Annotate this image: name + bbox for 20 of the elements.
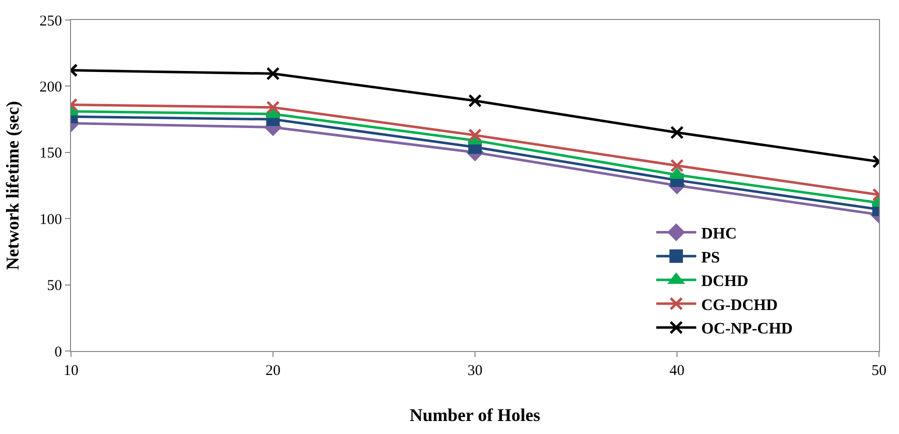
x-tick-label: 20 bbox=[266, 363, 280, 379]
y-tick-label: 250 bbox=[40, 13, 62, 30]
x-tick-label: 10 bbox=[64, 363, 78, 379]
legend-label: DHC bbox=[701, 226, 737, 243]
x-tick-label: 40 bbox=[670, 363, 684, 379]
y-tick-label: 50 bbox=[47, 278, 62, 294]
point bbox=[468, 94, 482, 108]
x-tick-label: 50 bbox=[872, 363, 886, 379]
y-tick-label: 200 bbox=[40, 79, 62, 96]
y-axis-title: Network lifetime (sec) bbox=[2, 101, 23, 270]
legend-label: OC-NP-CHD bbox=[701, 320, 793, 338]
x-tick-label: 30 bbox=[468, 363, 482, 379]
y-tick-label: 100 bbox=[40, 212, 62, 228]
legend-label: PS bbox=[701, 249, 720, 266]
x-axis-title: Number of Holes bbox=[410, 405, 540, 426]
y-tick-label: 0 bbox=[54, 344, 62, 360]
y-tick-label: 150 bbox=[40, 146, 62, 162]
legend-label: DCHD bbox=[701, 273, 748, 290]
point bbox=[468, 128, 482, 142]
legend-label: CG-DCHD bbox=[701, 296, 778, 314]
